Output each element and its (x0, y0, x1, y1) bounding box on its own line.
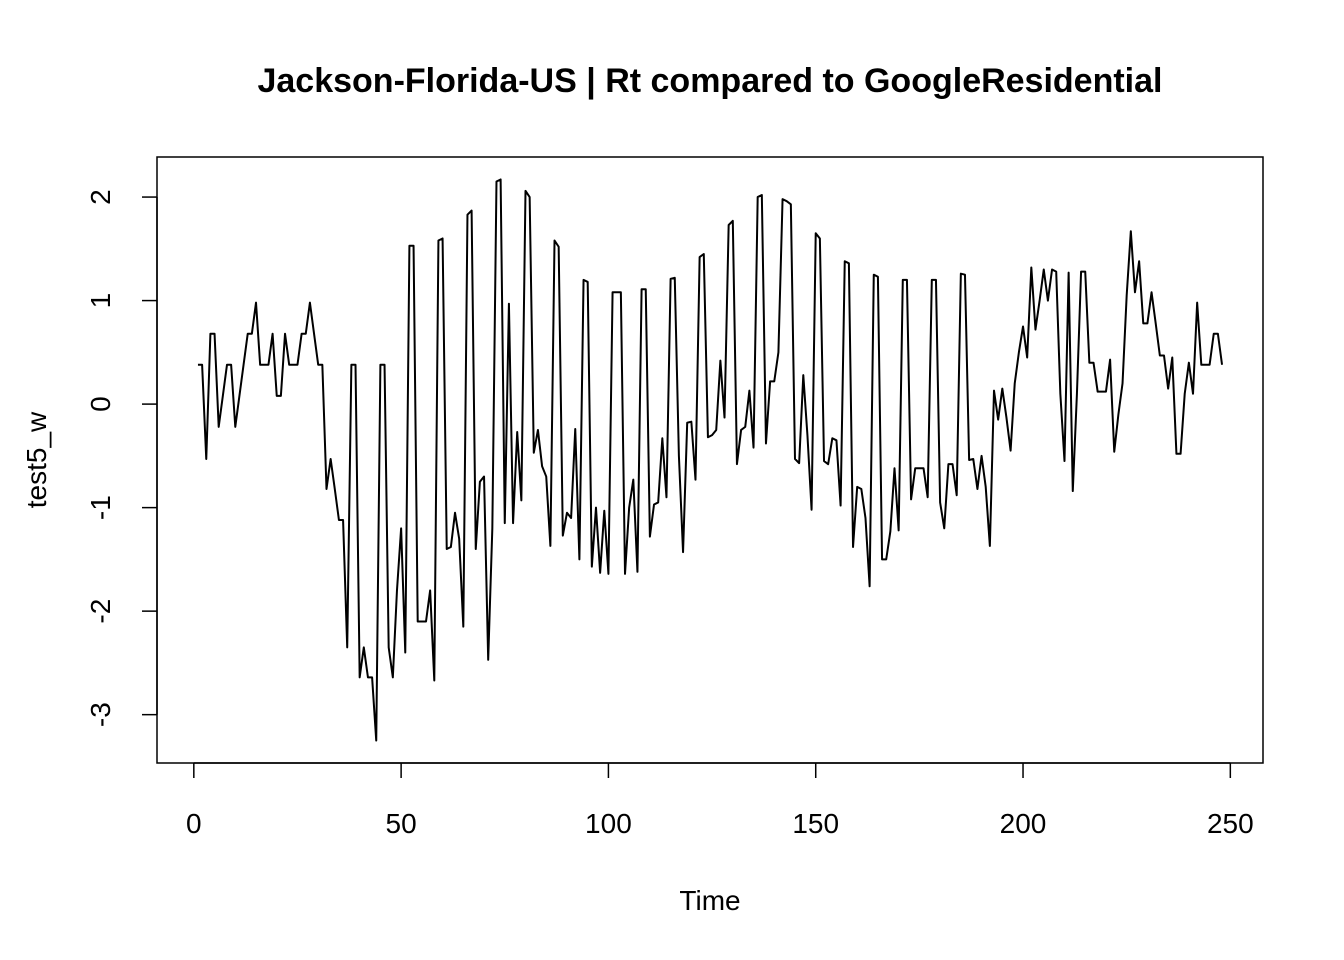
y-axis-label: test5_w (21, 411, 52, 508)
x-tick-label: 100 (585, 808, 632, 839)
x-tick-label: 0 (186, 808, 202, 839)
y-tick-label: -3 (85, 702, 116, 727)
x-tick-label: 50 (386, 808, 417, 839)
y-tick-label: -1 (85, 495, 116, 520)
series-line (197, 178, 1224, 742)
plot-box (156, 156, 1264, 764)
x-tick-label: 250 (1207, 808, 1254, 839)
x-axis-label: Time (679, 885, 740, 916)
y-tick-label: 1 (85, 293, 116, 309)
y-tick-label: 2 (85, 189, 116, 205)
x-tick-label: 200 (1000, 808, 1047, 839)
y-tick-label: -2 (85, 599, 116, 624)
y-tick-label: 0 (85, 396, 116, 412)
x-tick-label: 150 (792, 808, 839, 839)
chart-title: Jackson-Florida-US | Rt compared to Goog… (257, 62, 1162, 100)
